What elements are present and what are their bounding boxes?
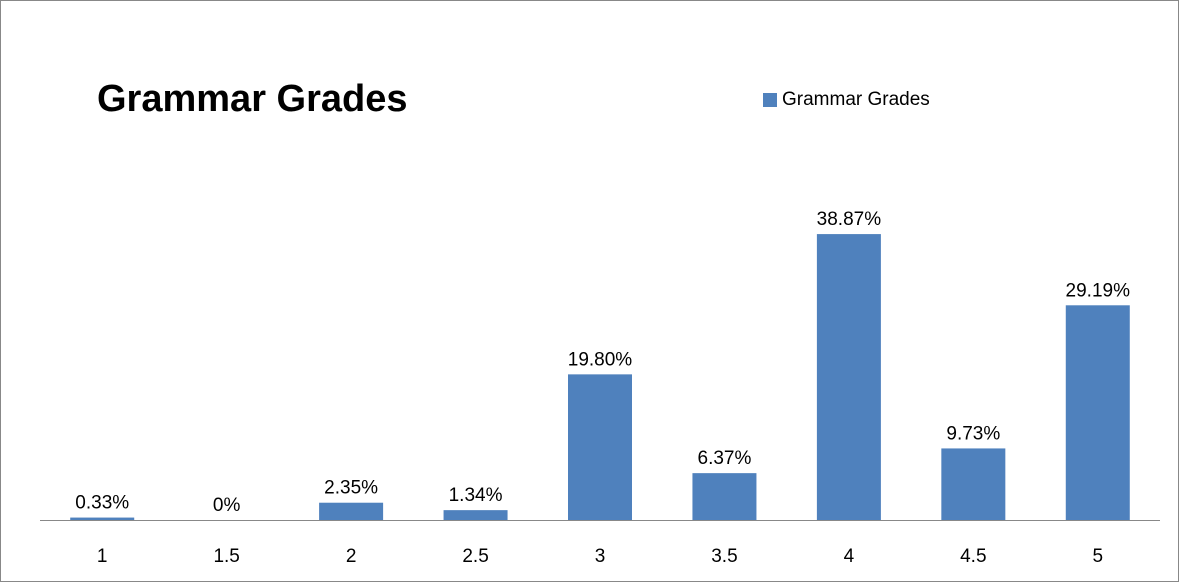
bar: [70, 517, 135, 520]
data-label: 38.87%: [817, 209, 882, 230]
data-label: 19.80%: [568, 349, 633, 370]
bar: [319, 502, 384, 520]
x-tick-label: 1: [97, 546, 108, 567]
x-tick-label: 3.5: [711, 546, 737, 567]
bar: [941, 448, 1006, 520]
data-label: 0.33%: [75, 493, 129, 514]
data-label: 2.35%: [324, 478, 378, 499]
data-label: 6.37%: [698, 448, 752, 469]
legend-swatch: [763, 93, 777, 107]
bar: [443, 510, 508, 520]
legend-label: Grammar Grades: [782, 89, 930, 110]
bar: [692, 473, 757, 520]
x-tick-label: 4.5: [960, 546, 986, 567]
x-tick-label: 2: [346, 546, 357, 567]
bar: [1065, 305, 1130, 520]
x-tick-label: 5: [1092, 546, 1103, 567]
bar: [816, 234, 881, 521]
data-label: 29.19%: [1066, 280, 1131, 301]
x-tick-label: 1.5: [213, 546, 239, 567]
x-tick-label: 2.5: [462, 546, 488, 567]
bar: [568, 374, 632, 520]
x-tick-label: 3: [595, 546, 606, 567]
x-tick-label: 4: [844, 546, 855, 567]
data-label: 9.73%: [946, 423, 1000, 444]
data-label: 1.34%: [449, 485, 503, 506]
chart-title: Grammar Grades: [97, 78, 408, 120]
data-label: 0%: [213, 495, 241, 516]
